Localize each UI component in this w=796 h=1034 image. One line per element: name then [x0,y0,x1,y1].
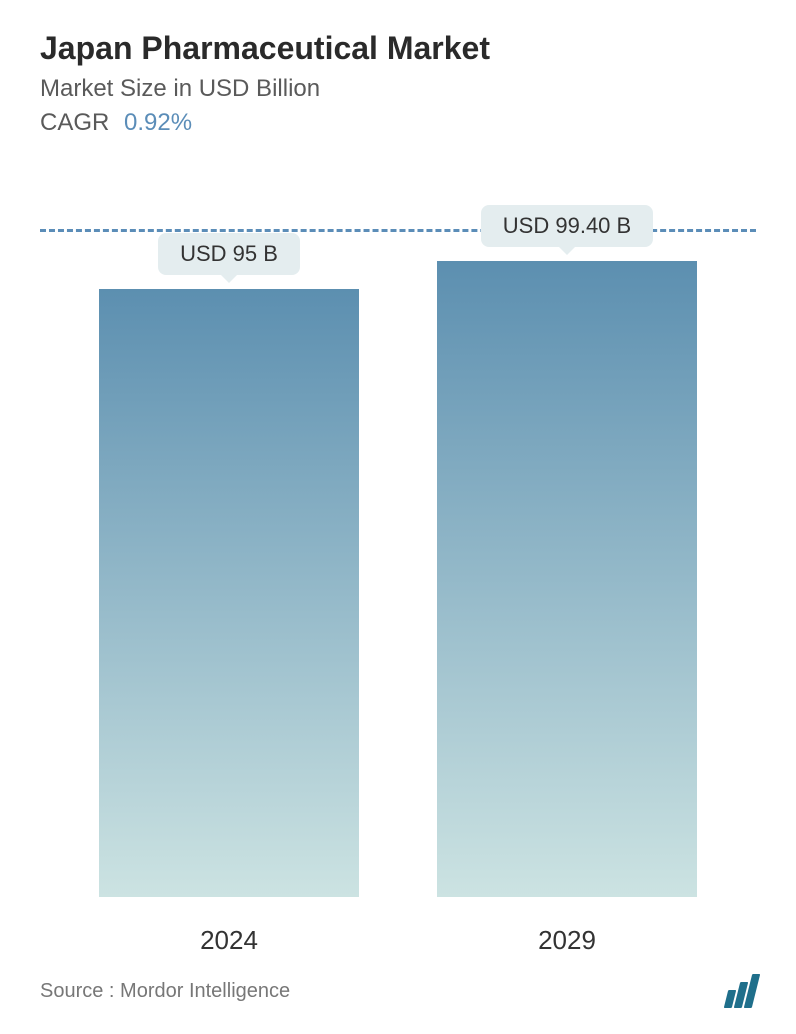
bar [99,289,359,897]
bar-group: USD 95 B [99,289,359,897]
cagr-value: 0.92% [124,109,192,136]
bar [437,261,697,897]
value-pill: USD 95 B [158,233,300,275]
chart-container: Japan Pharmaceutical Market Market Size … [0,0,796,1034]
cagr-label: CAGR [40,109,109,136]
value-pill: USD 99.40 B [481,205,653,247]
x-axis-label: 2024 [99,925,359,956]
brand-logo-icon [726,974,756,1008]
bar-group: USD 99.40 B [437,261,697,897]
source-text: Source : Mordor Intelligence [40,980,290,1003]
x-axis-label: 2029 [437,925,697,956]
chart-footer: Source : Mordor Intelligence [40,956,756,1014]
x-axis: 2024 2029 [40,907,756,956]
chart-area: USD 95 B USD 99.40 B [40,197,756,907]
chart-subtitle: Market Size in USD Billion [40,75,756,103]
cagr-row: CAGR 0.92% [40,109,756,137]
chart-title: Japan Pharmaceutical Market [40,30,756,67]
